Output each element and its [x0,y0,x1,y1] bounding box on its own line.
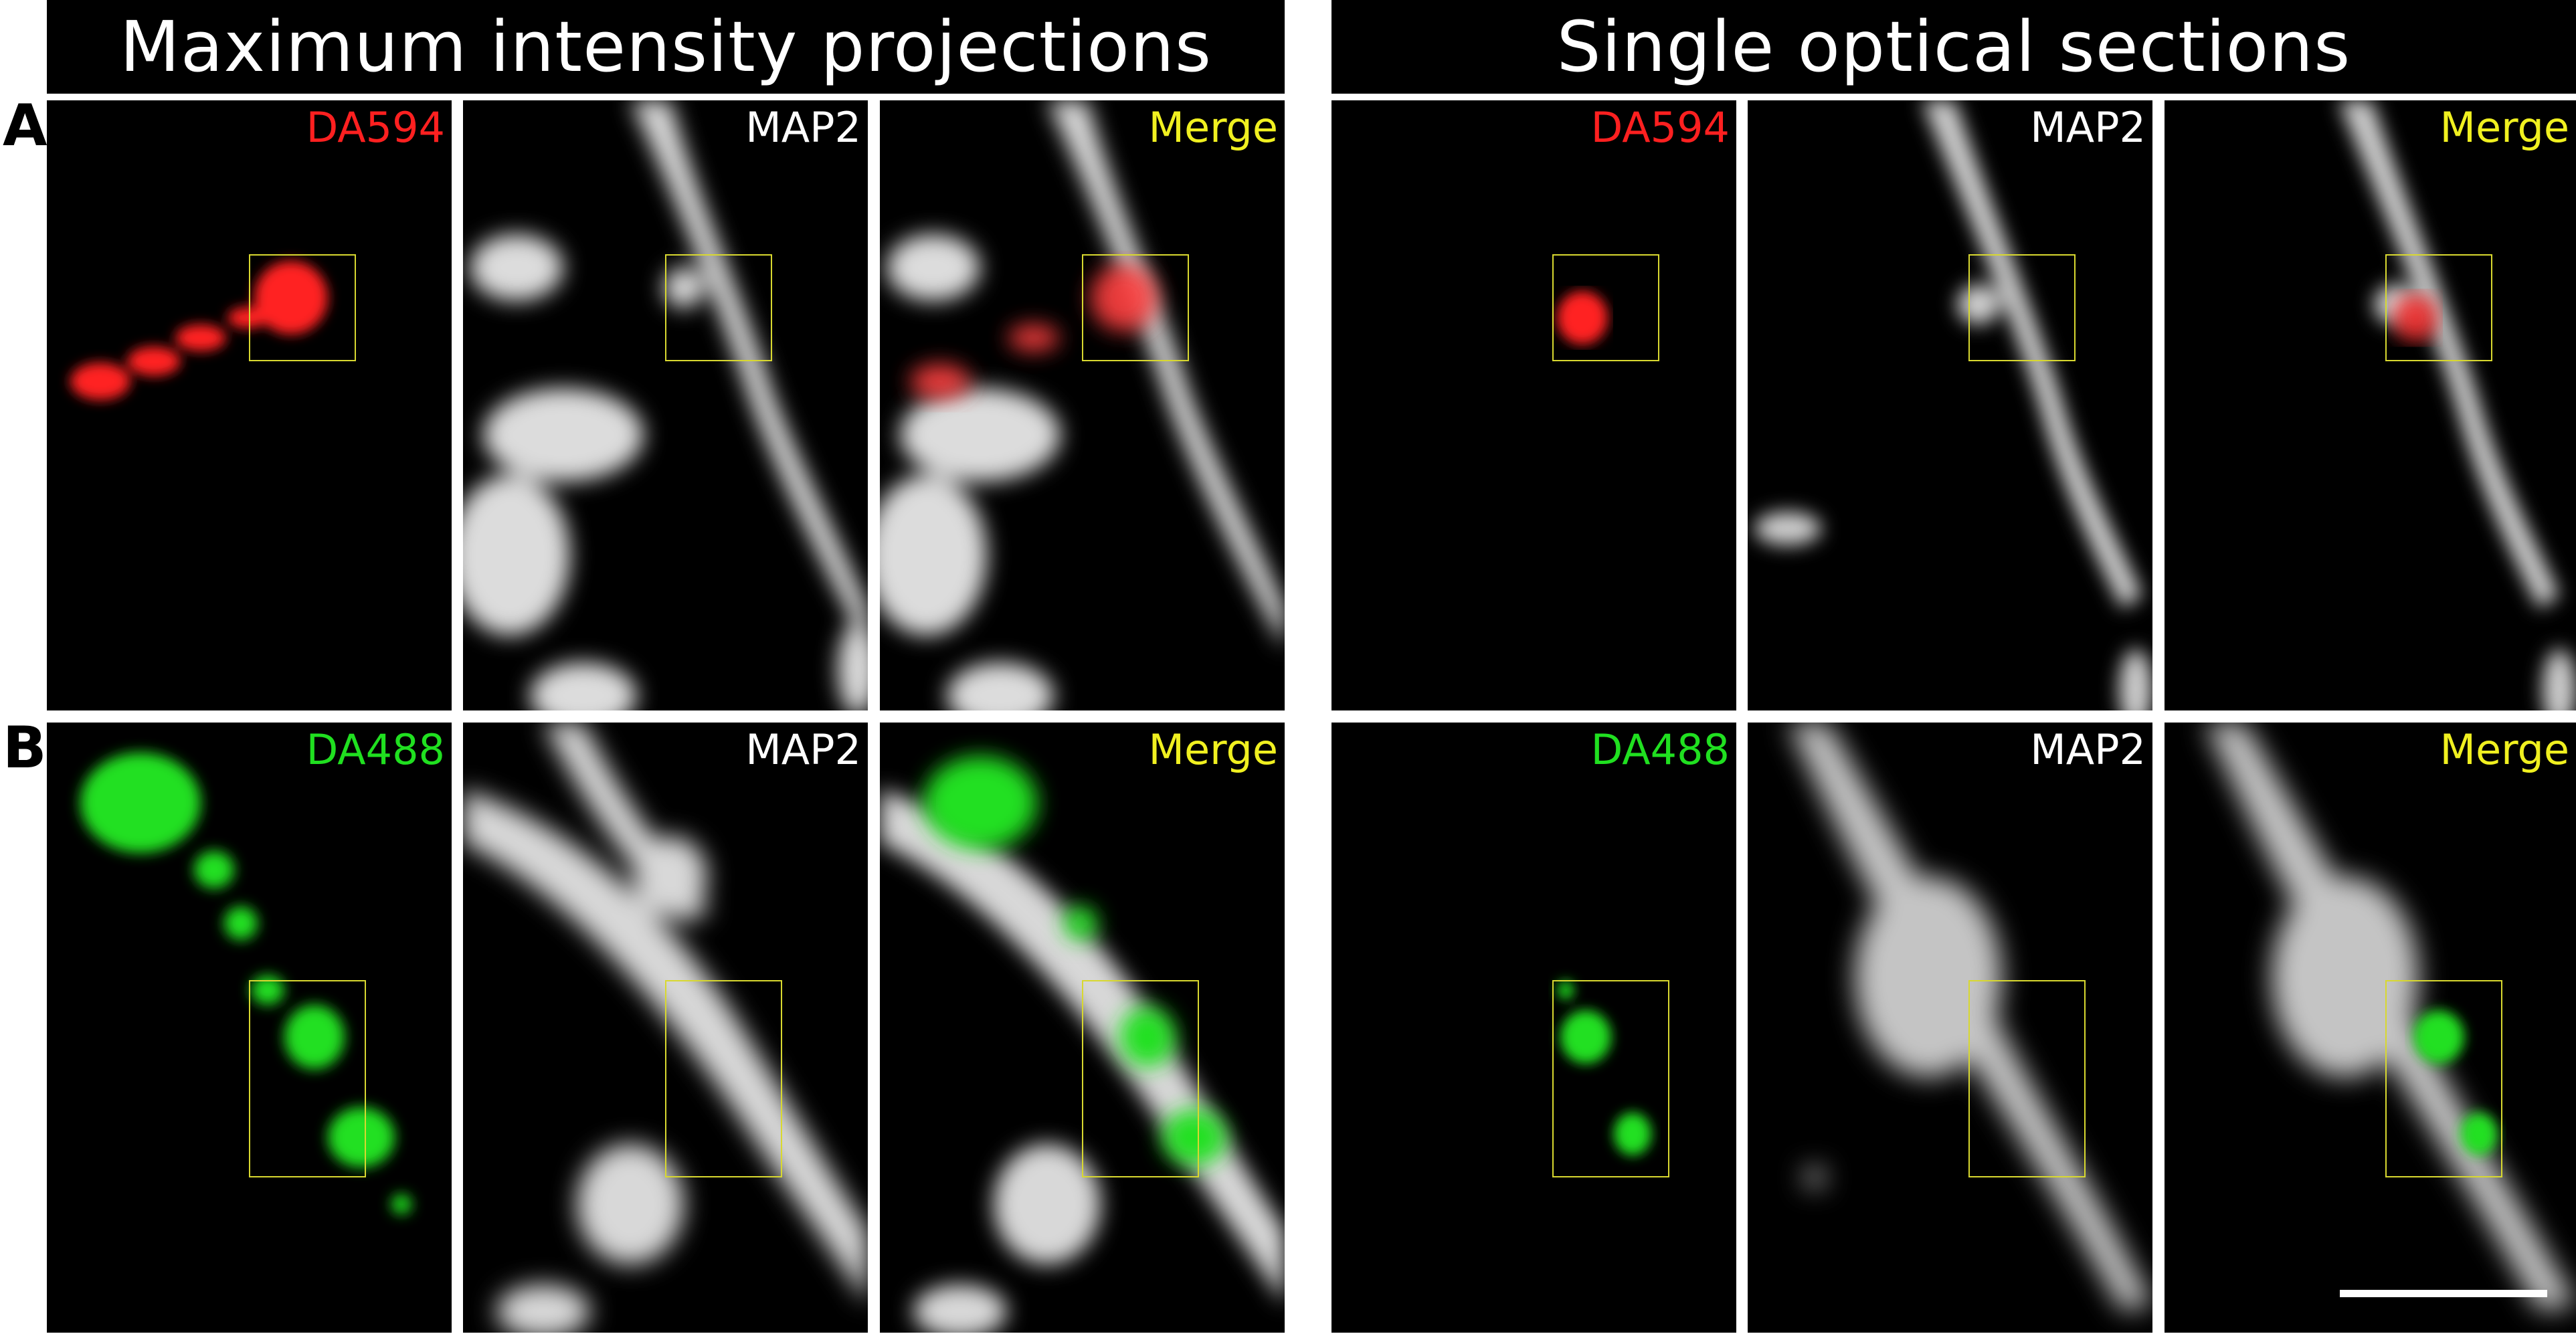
panel-label: DA488 [1590,725,1730,774]
micrograph-merge-single-a [2338,100,2576,710]
row-letter-b: B [3,714,47,781]
panel-b-single-da488: DA488 [1331,723,1736,1333]
micrograph-map2-max-a [463,100,868,710]
micrograph-map2-single-a [1754,100,2152,710]
roi-box [1968,254,2076,361]
header-max-intensity-text: Maximum intensity projections [119,6,1212,88]
panel-b-max-merge: Merge [880,723,1285,1333]
panel-b-max-da488: DA488 [47,723,452,1333]
micrograph-green-max-b [80,753,411,1214]
panel-a-max-merge: Merge [880,100,1285,710]
roi-box [1082,254,1189,361]
panel-label: Merge [2440,725,2569,774]
panel-label: Merge [2440,103,2569,152]
roi-box [2385,254,2492,361]
scale-bar [2340,1290,2547,1297]
roi-box [665,254,772,361]
panel-a-max-da594: DA594 [47,100,452,710]
header-single-sections-text: Single optical sections [1556,6,2351,88]
roi-box [1082,980,1199,1177]
roi-box [249,980,366,1177]
roi-box [2385,980,2502,1177]
panel-label: MAP2 [745,103,861,152]
micrograph-red-single-a [1557,291,1608,345]
roi-box [665,980,782,1177]
micrograph-red-max-a [70,261,328,400]
roi-box [1968,980,2086,1177]
panel-label: MAP2 [2030,725,2146,774]
micrograph-merge-max-a [880,100,1285,710]
panel-a-single-merge: Merge [2165,100,2576,710]
header-max-intensity: Maximum intensity projections [47,0,1285,94]
panel-b-single-map2: MAP2 [1748,723,2152,1333]
micrograph-merge-single-b [2205,723,2576,1311]
panel-a-single-da594: DA594 [1331,100,1736,710]
panel-label: DA594 [1590,103,1730,152]
micrograph-map2-single-b [1788,723,2152,1311]
panel-label: MAP2 [745,725,861,774]
roi-box [1552,254,1659,361]
panel-label: MAP2 [2030,103,2146,152]
roi-box [1552,980,1669,1177]
header-single-sections: Single optical sections [1331,0,2576,94]
panel-a-single-map2: MAP2 [1748,100,2152,710]
micrograph-green-single-b [1558,981,1651,1155]
panel-label: Merge [1148,725,1278,774]
panel-b-single-merge: Merge [2165,723,2576,1333]
row-letter-a: A [3,92,48,159]
micrograph-map2-max-b [463,723,868,1333]
panel-b-max-map2: MAP2 [463,723,868,1333]
micrograph-merge-max-b [880,756,1285,1333]
panel-label: Merge [1148,103,1278,152]
panel-a-max-map2: MAP2 [463,100,868,710]
panel-label: DA488 [306,725,445,774]
roi-box [249,254,356,361]
panel-label: DA594 [306,103,445,152]
